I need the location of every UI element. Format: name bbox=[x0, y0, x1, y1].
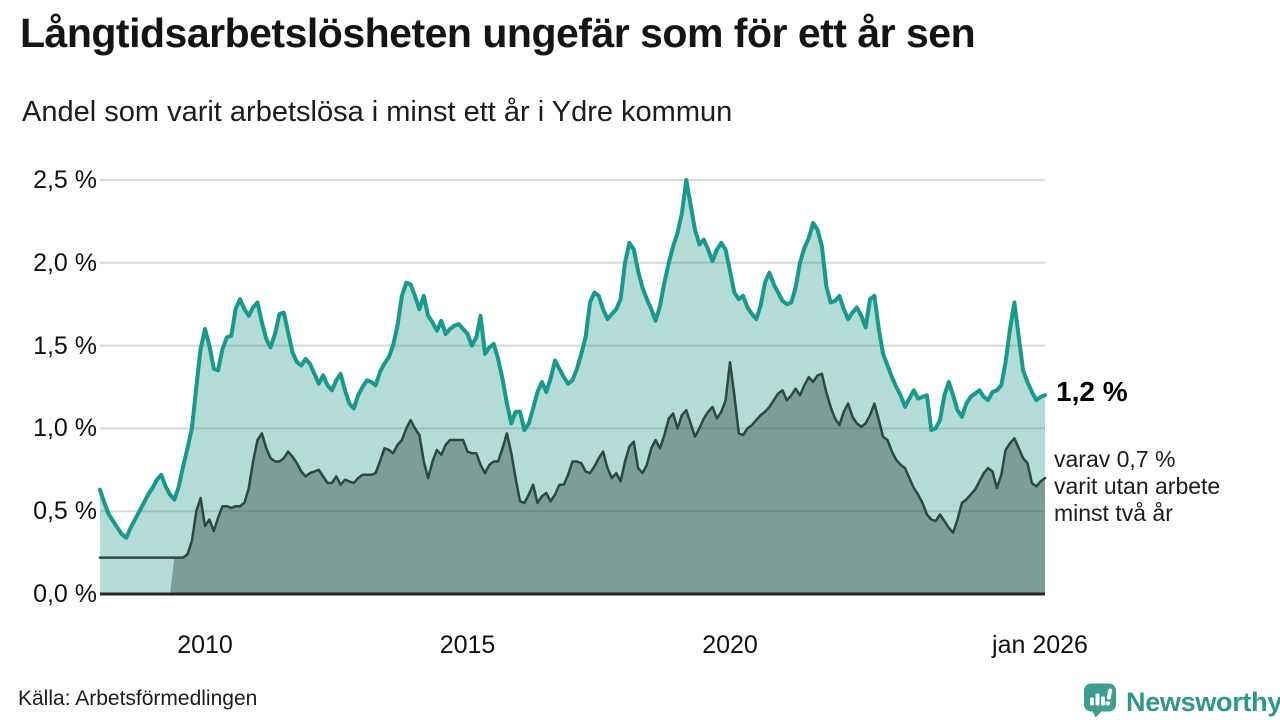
chart-subtitle: Andel som varit arbetslösa i minst ett å… bbox=[22, 96, 733, 128]
newsworthy-pin-icon bbox=[1082, 682, 1119, 720]
secondary-annotation: varav 0,7 % varit utan arbete minst två … bbox=[1054, 446, 1220, 527]
x-tick-label: 2010 bbox=[177, 631, 233, 659]
newsworthy-logo: Newsworthy bbox=[1082, 682, 1280, 720]
secondary-annotation-line: varit utan arbete bbox=[1054, 473, 1221, 500]
secondary-annotation-line: minst två år bbox=[1054, 500, 1173, 527]
y-tick-label: 2,0 % bbox=[33, 248, 97, 277]
y-tick-label: 1,5 % bbox=[33, 331, 97, 360]
y-tick-label: 2,5 % bbox=[33, 166, 97, 194]
y-tick-label: 0,0 % bbox=[33, 580, 97, 608]
secondary-annotation-line: varav 0,7 % bbox=[1054, 446, 1176, 473]
x-tick-label: 2020 bbox=[702, 631, 758, 659]
x-tick-label: 2015 bbox=[439, 631, 496, 659]
chart-title: Långtidsarbetslösheten ungefär som för e… bbox=[20, 10, 976, 56]
latest-value-label: 1,2 % bbox=[1056, 376, 1128, 408]
newsworthy-wordmark: Newsworthy bbox=[1126, 687, 1280, 717]
x-tick-label: jan 2026 bbox=[992, 631, 1088, 659]
y-tick-label: 0,5 % bbox=[33, 497, 97, 526]
source-note: Källa: Arbetsförmedlingen bbox=[18, 687, 258, 710]
y-tick-label: 1,0 % bbox=[33, 414, 97, 443]
